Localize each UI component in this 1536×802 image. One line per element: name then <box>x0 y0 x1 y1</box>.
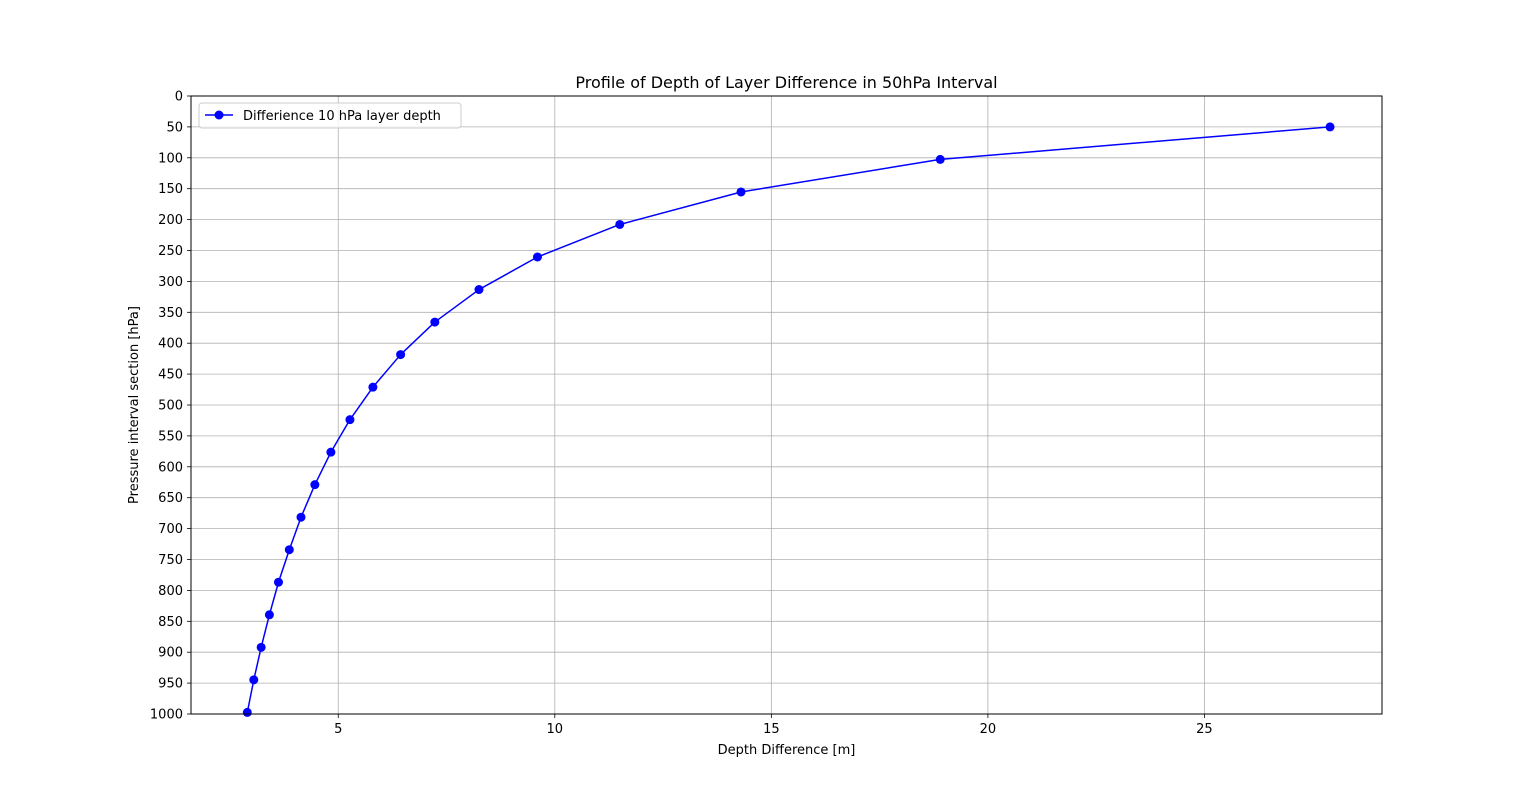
y-tick-label: 850 <box>158 615 183 630</box>
y-tick-label: 800 <box>158 584 183 599</box>
data-point <box>296 512 306 522</box>
y-tick-label: 250 <box>158 244 183 259</box>
y-tick-label: 600 <box>158 460 183 475</box>
y-tick-label: 650 <box>158 491 183 506</box>
y-tick-label: 350 <box>158 306 183 321</box>
y-tick-label: 400 <box>158 337 183 352</box>
x-tick-label: 25 <box>1196 722 1213 737</box>
y-tick-label: 0 <box>175 90 183 105</box>
y-tick-label: 50 <box>166 120 183 135</box>
data-point <box>368 382 378 392</box>
data-point <box>249 675 259 685</box>
y-tick-label: 950 <box>158 677 183 692</box>
y-tick-label: 550 <box>158 429 183 444</box>
y-tick-label: 1000 <box>150 708 183 723</box>
data-point <box>256 642 266 652</box>
series-layer <box>242 122 1335 717</box>
y-tick-label: 900 <box>158 646 183 661</box>
x-tick-label: 20 <box>980 722 997 737</box>
legend-box <box>198 102 462 129</box>
data-point <box>615 219 625 229</box>
data-point <box>736 187 746 197</box>
legend: Differience 10 hPa layer depth <box>198 102 462 129</box>
y-tick-label: 100 <box>158 151 183 166</box>
data-point <box>242 707 252 717</box>
y-tick-label: 300 <box>158 275 183 290</box>
ticks: 5 10 15 20 250501001502002503003504004505005… <box>150 90 1213 738</box>
y-tick-label: 450 <box>158 368 183 383</box>
grid <box>191 95 1382 715</box>
y-tick-label: 700 <box>158 522 183 537</box>
data-point <box>935 154 945 164</box>
data-point <box>345 415 355 425</box>
x-axis-label: Depth Difference [m] <box>718 743 856 758</box>
x-tick-label: 10 <box>547 722 564 737</box>
y-tick-label: 200 <box>158 213 183 228</box>
x-tick-label: 15 <box>763 722 780 737</box>
data-point <box>474 285 484 295</box>
data-point <box>284 545 294 555</box>
legend-marker <box>214 110 224 120</box>
data-point <box>273 577 283 587</box>
legend-label: Differience 10 hPa layer depth <box>243 109 441 124</box>
y-tick-label: 150 <box>158 182 183 197</box>
data-point <box>396 350 406 360</box>
y-tick-label: 500 <box>158 399 183 414</box>
data-point <box>310 480 320 490</box>
y-axis-label: Pressure interval section [hPa] <box>127 306 142 504</box>
data-point <box>264 610 274 620</box>
x-tick-label: 5 <box>334 722 342 737</box>
data-point <box>326 447 336 457</box>
chart-title: Profile of Depth of Layer Difference in … <box>575 73 997 92</box>
y-tick-label: 750 <box>158 553 183 568</box>
data-point <box>430 317 440 327</box>
data-point <box>1325 122 1335 132</box>
data-point <box>532 252 542 262</box>
